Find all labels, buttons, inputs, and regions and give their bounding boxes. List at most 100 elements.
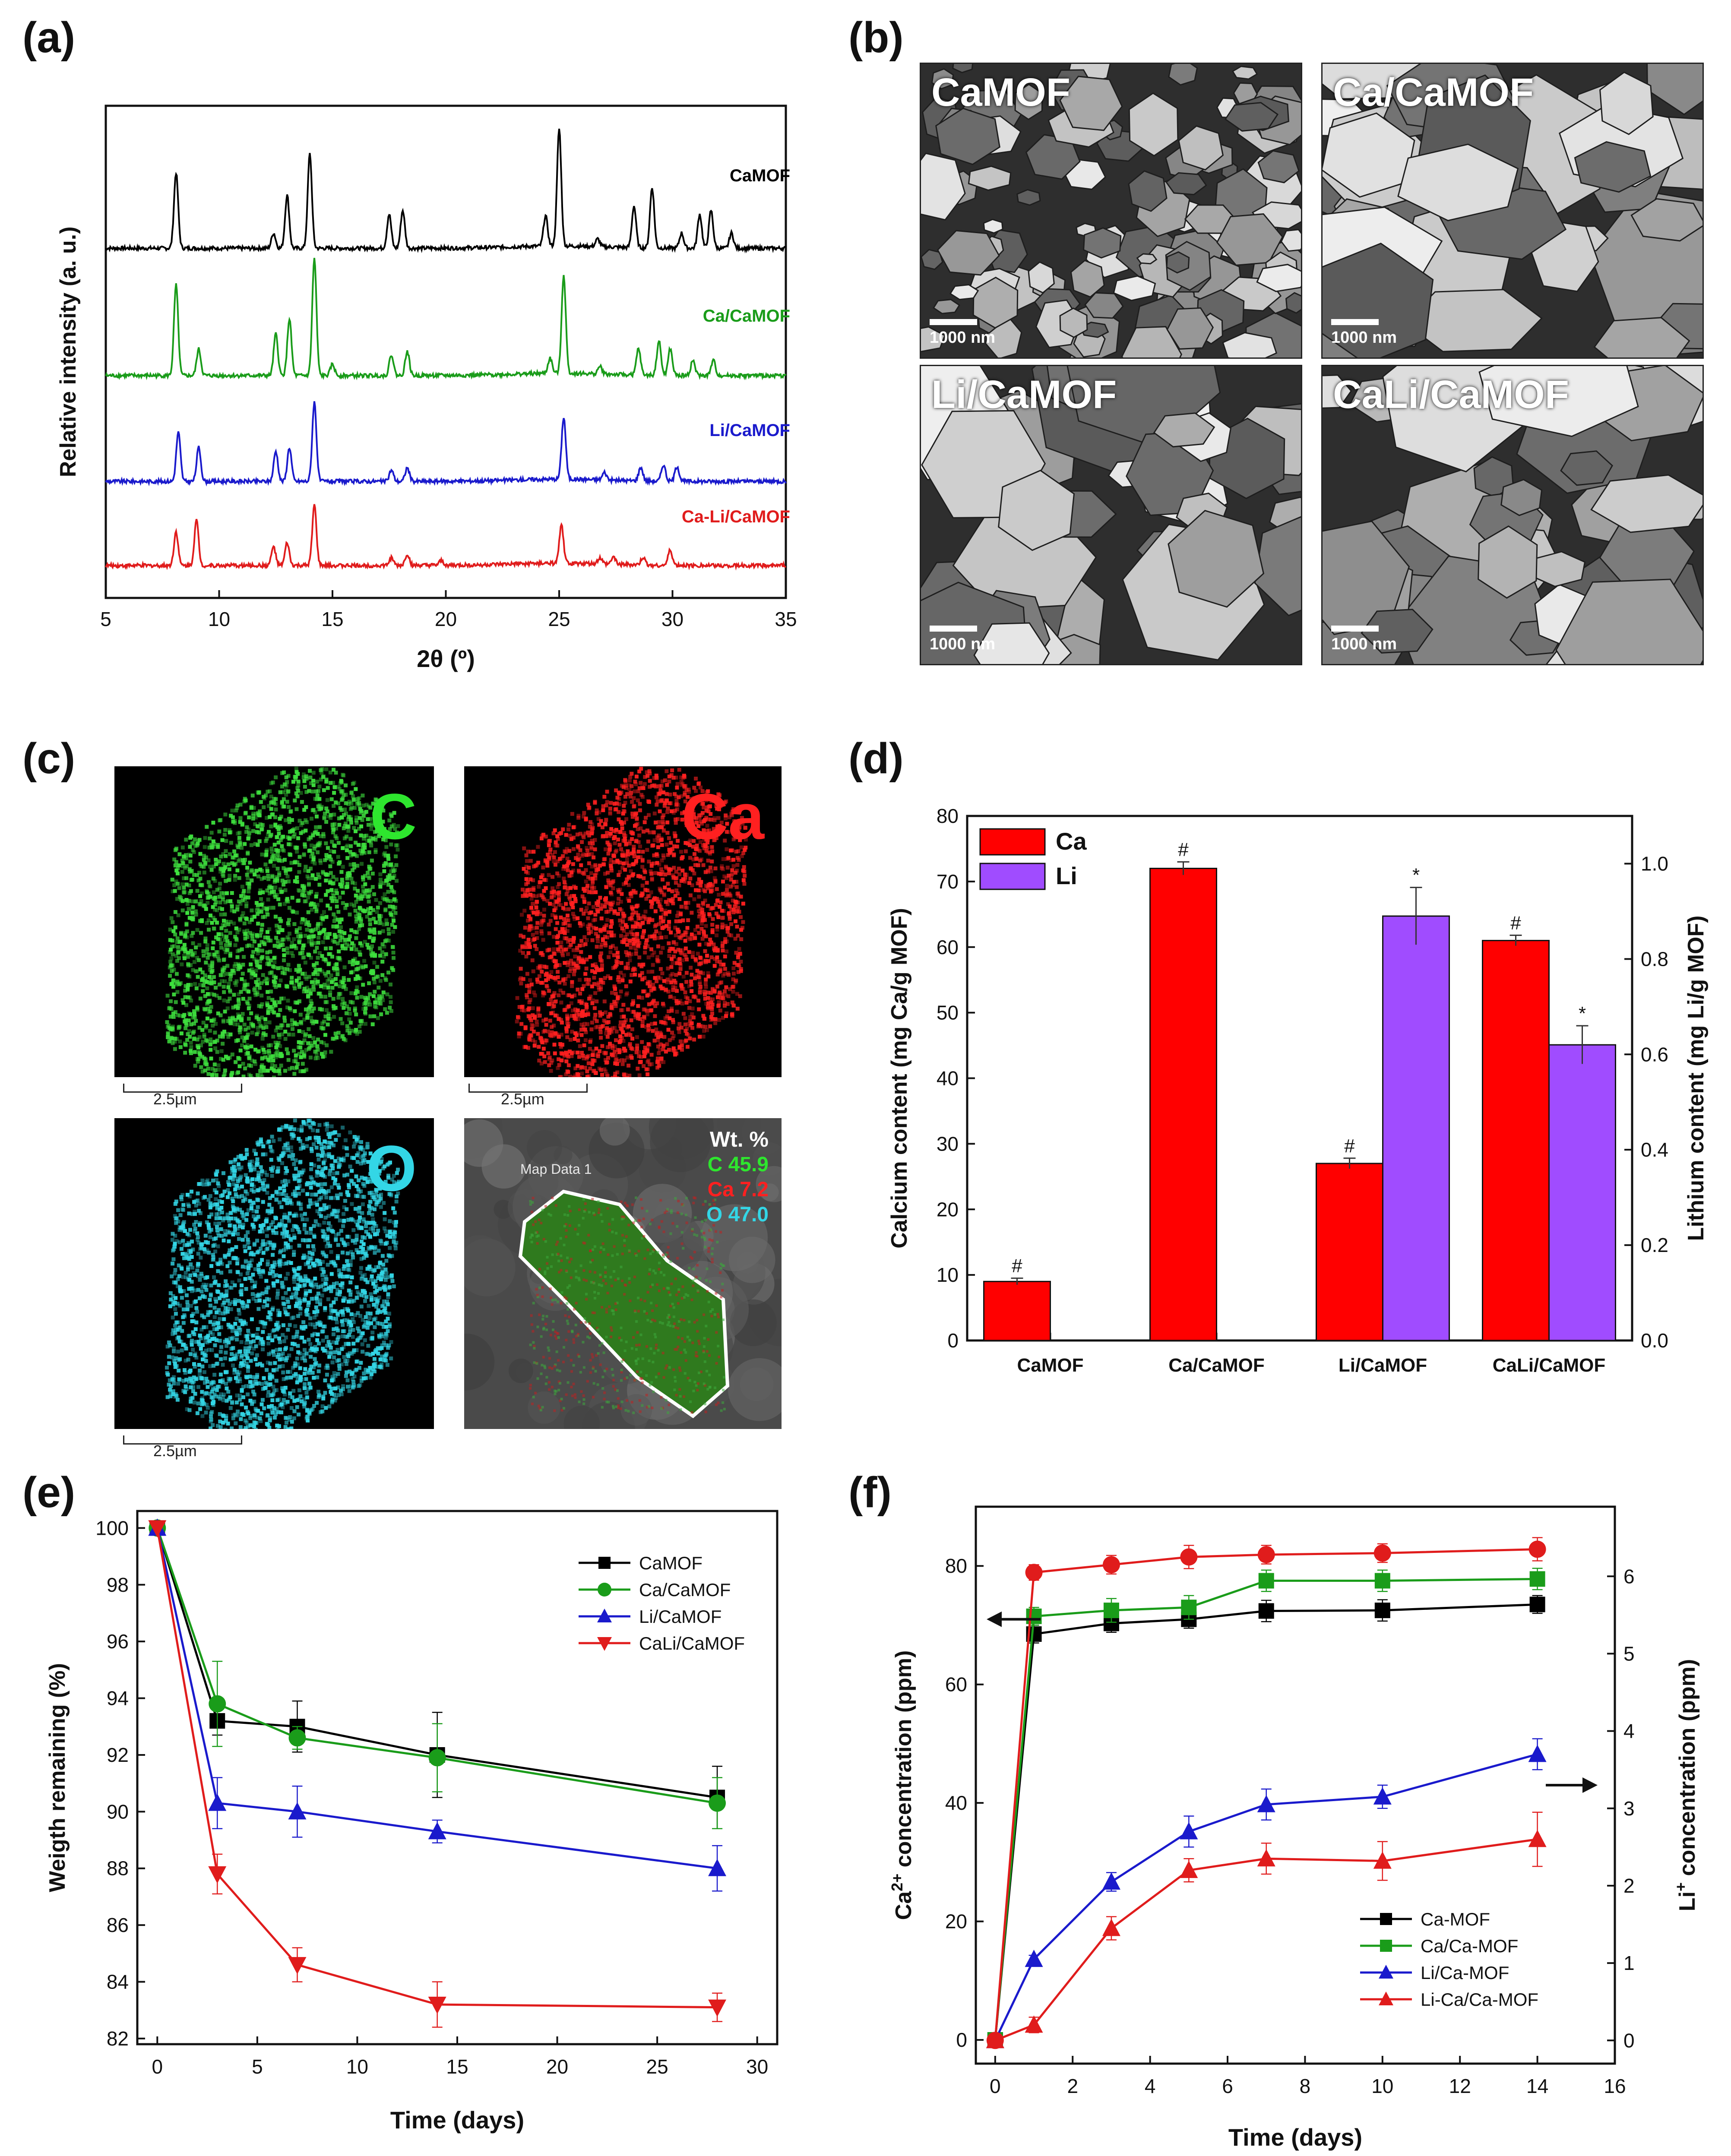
eds-pixel: [696, 903, 700, 907]
eds-pixel: [645, 1008, 649, 1013]
eds-pixel: [602, 1018, 606, 1023]
eds-pixel: [308, 934, 312, 939]
eds-pixel: [598, 863, 602, 868]
eds-pixel: [373, 850, 378, 854]
eds-pixel: [300, 1050, 304, 1054]
eds-pixel: [186, 986, 190, 991]
eds-pixel: [205, 890, 209, 895]
eds-pixel: [382, 827, 386, 831]
eds-pixel: [198, 862, 203, 866]
eds-pixel: [695, 969, 699, 973]
eds-pixel: [234, 962, 237, 966]
eds-pixel: [725, 888, 729, 892]
eds-pixel: [349, 928, 354, 933]
eds-pixel: [345, 1028, 350, 1033]
eds-pixel: [552, 991, 557, 995]
eds-pixel: [567, 895, 571, 899]
eds-pixel: [313, 844, 317, 848]
eds-pixel: [345, 856, 350, 860]
eds-pixel: [254, 901, 259, 905]
eds-pixel: [572, 936, 576, 940]
eds-pixel: [316, 832, 320, 836]
eds-pixel: [674, 1049, 678, 1053]
eds-pixel: [357, 796, 361, 800]
eds-pixel: [587, 996, 591, 1001]
sem-texture: [1323, 64, 1703, 357]
eds-pixel: [721, 996, 725, 1001]
eds-pixel: [306, 1010, 310, 1015]
eds-pixel: [244, 1036, 248, 1040]
eds-pixel: [221, 973, 225, 977]
eds-pixel: [531, 901, 535, 906]
eds-pixel: [307, 1034, 312, 1038]
eds-pixel: [353, 886, 357, 891]
eds-pixel: [252, 988, 256, 992]
eds-pixel: [649, 864, 654, 868]
eds-pixel: [598, 1030, 603, 1034]
eds-pixel: [706, 817, 710, 822]
eds-pixel: [374, 812, 379, 817]
eds-pixel: [582, 898, 586, 902]
eds-pixel: [696, 975, 701, 979]
eds-pixel: [302, 989, 306, 993]
eds-pixel: [549, 1069, 553, 1073]
eds-pixel: [219, 932, 223, 936]
eds-pixel: [346, 829, 351, 833]
eds-pixel: [242, 1039, 247, 1043]
eds-pixel: [579, 939, 584, 943]
eds-pixel: [595, 999, 599, 1003]
eds-pixel: [292, 937, 296, 941]
eds-pixel: [632, 937, 636, 942]
eds-pixel: [621, 838, 626, 843]
eds-pixel: [527, 888, 532, 892]
eds-pixel: [239, 990, 243, 994]
eds-pixel: [582, 897, 586, 901]
eds-pixel: [304, 865, 308, 869]
eds-pixel: [385, 992, 389, 996]
eds-pixel: [665, 810, 670, 814]
eds-pixel: [237, 1057, 242, 1061]
eds-pixel: [319, 922, 323, 926]
eds-pixel: [724, 924, 728, 928]
eds-pixel: [261, 1026, 266, 1030]
eds-pixel: [689, 824, 693, 828]
eds-pixel: [656, 836, 661, 840]
eds-pixel: [215, 993, 219, 998]
eds-pixel: [707, 831, 712, 835]
eds-pixel: [326, 936, 330, 940]
eds-pixel: [683, 790, 687, 795]
eds-pixel: [315, 793, 320, 797]
eds-pixel: [213, 1046, 218, 1050]
eds-pixel: [183, 931, 187, 935]
eds-pixel: [184, 876, 189, 880]
eds-pixel: [198, 996, 203, 1001]
scale-bar: 1000 nm: [1331, 626, 1397, 654]
eds-pixel: [552, 1043, 557, 1047]
eds-pixel: [327, 977, 332, 981]
eds-pixel: [322, 834, 326, 838]
eds-pixel: [342, 824, 347, 828]
eds-pixel: [608, 861, 613, 866]
eds-pixel: [285, 835, 290, 839]
eds-pixel: [643, 917, 648, 921]
eds-pixel: [683, 939, 687, 943]
eds-pixel: [631, 999, 635, 1003]
eds-pixel: [238, 842, 242, 847]
crystal: [921, 152, 966, 221]
eds-pixel: [594, 1071, 598, 1075]
eds-pixel: [560, 1058, 564, 1062]
eds-pixel: [536, 1010, 541, 1015]
eds-pixel: [643, 1051, 648, 1055]
eds-pixel: [541, 953, 545, 957]
eds-pixel: [669, 978, 673, 982]
eds-pixel: [263, 1033, 268, 1037]
eds-pixel: [549, 970, 554, 974]
eds-pixel: [185, 1038, 190, 1042]
eds-pixel: [328, 990, 332, 994]
eds-pixel: [345, 1024, 349, 1028]
eds-pixel: [724, 985, 728, 989]
eds-pixel: [665, 980, 669, 984]
eds-pixel: [596, 817, 601, 821]
eds-pixel: [642, 914, 646, 919]
eds-pixel: [293, 986, 297, 990]
